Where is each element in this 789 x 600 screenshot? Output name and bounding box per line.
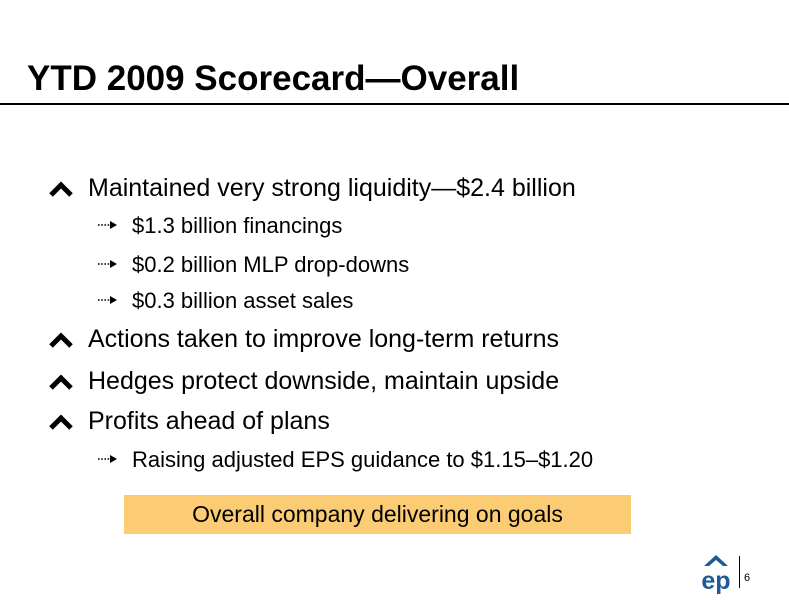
dotted-arrow-icon: [98, 260, 117, 268]
bullet-text: Actions taken to improve long-term retur…: [88, 324, 560, 353]
title-divider: [0, 103, 789, 105]
ep-logo: ep: [701, 555, 731, 594]
chevron-up-icon: [49, 374, 73, 390]
logo-text: ep: [701, 567, 730, 594]
callout-text: Overall company delivering on goals: [192, 501, 563, 527]
chevron-up-icon: [49, 181, 73, 197]
slide-title: YTD 2009 Scorecard—Overall: [27, 59, 520, 98]
callout-box: Overall company delivering on goals: [124, 495, 631, 534]
sub-bullet-text: $1.3 billion financings: [132, 213, 343, 238]
bullet-item: Maintained very strong liquidity—$2.4 bi…: [48, 172, 576, 204]
sub-bullet-text: $0.2 billion MLP drop-downs: [132, 252, 410, 277]
bullet-item: Profits ahead of plans: [48, 405, 330, 437]
sub-bullet-text: Raising adjusted EPS guidance to $1.15–$…: [132, 447, 594, 472]
chevron-up-icon: [49, 414, 73, 430]
sub-bullet-item: $0.3 billion asset sales: [98, 287, 353, 315]
bullet-item: Hedges protect downside, maintain upside: [48, 365, 559, 397]
bullet-text: Profits ahead of plans: [88, 406, 330, 435]
bullet-text: Hedges protect downside, maintain upside: [88, 366, 560, 395]
sub-bullet-text: $0.3 billion asset sales: [132, 288, 354, 313]
sub-bullet-item: $0.2 billion MLP drop-downs: [98, 251, 409, 279]
logo-divider: [739, 556, 740, 588]
sub-bullet-item: Raising adjusted EPS guidance to $1.15–$…: [98, 446, 593, 474]
dotted-arrow-icon: [98, 221, 117, 229]
bullet-text: Maintained very strong liquidity—$2.4 bi…: [88, 173, 576, 202]
dotted-arrow-icon: [98, 455, 117, 463]
chevron-up-icon: [49, 332, 73, 348]
sub-bullet-item: $1.3 billion financings: [98, 212, 342, 240]
page-number: 6: [744, 572, 751, 584]
bullet-item: Actions taken to improve long-term retur…: [48, 323, 559, 355]
dotted-arrow-icon: [98, 296, 117, 304]
